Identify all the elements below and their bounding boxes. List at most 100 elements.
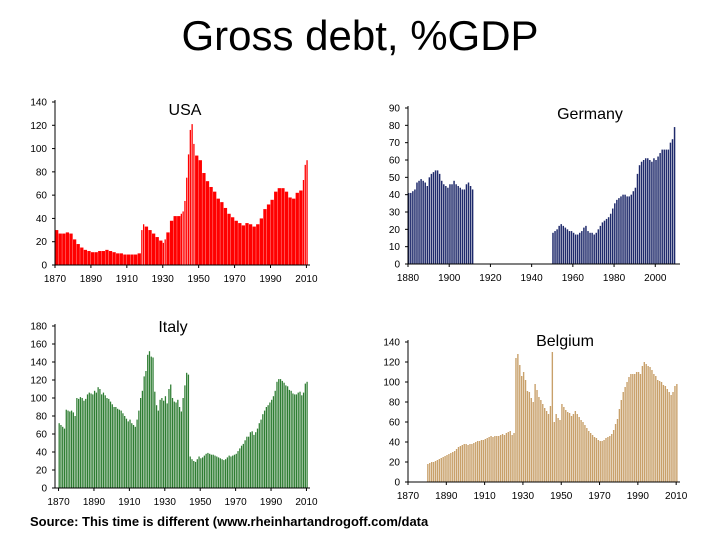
bar-1930 [162, 242, 165, 265]
bar-1976 [245, 223, 249, 265]
bar-1904 [457, 186, 459, 264]
bar-1936 [534, 384, 536, 482]
bar-1933 [528, 392, 531, 482]
bar-1959 [578, 417, 580, 482]
bar-1931 [166, 403, 168, 488]
bar-1970 [593, 234, 595, 264]
bar-1878 [69, 233, 73, 265]
bar-1946 [193, 461, 195, 488]
y-tick-label: 0 [394, 260, 400, 271]
x-tick-label: 1970 [223, 274, 246, 285]
bar-1894 [101, 394, 103, 488]
panel-title: Germany [557, 106, 623, 123]
bar-2000 [288, 197, 292, 265]
y-tick-label: 40 [36, 214, 48, 225]
bar-1897 [443, 184, 445, 264]
x-tick-label: 1990 [259, 274, 282, 285]
y-tick-label: 100 [30, 144, 47, 155]
bar-2000 [657, 380, 659, 482]
bar-1963 [579, 232, 581, 264]
x-tick-label: 1880 [397, 273, 420, 284]
x-tick-label: 1910 [116, 274, 139, 285]
bar-1954 [207, 452, 209, 488]
bar-1935 [532, 402, 534, 482]
bar-1973 [605, 438, 607, 482]
x-tick-label: 1950 [189, 497, 212, 508]
bar-1899 [447, 187, 449, 264]
bar-2005 [297, 392, 299, 488]
bar-1885 [418, 180, 420, 264]
y-tick-label: 80 [389, 398, 401, 409]
bar-1950 [198, 160, 202, 265]
y-tick-label: 120 [30, 376, 47, 387]
bar-1951 [201, 457, 204, 488]
bar-2010 [306, 160, 308, 265]
bar-1941 [182, 211, 184, 265]
bar-1944 [549, 406, 552, 482]
y-tick-label: 160 [30, 340, 47, 351]
bar-2009 [304, 164, 306, 265]
bar-1949 [198, 456, 200, 488]
bar-1921 [148, 351, 151, 488]
x-tick-label: 1870 [44, 274, 67, 285]
bar-1918 [141, 230, 143, 265]
x-tick-label: 1970 [225, 497, 248, 508]
y-tick-label: 120 [30, 121, 47, 132]
bar-1899 [463, 444, 465, 482]
bar-1902 [115, 407, 117, 488]
bar-2000 [655, 160, 657, 264]
bar-1872 [58, 233, 62, 265]
bar-1985 [624, 194, 626, 264]
bar-1985 [262, 414, 264, 488]
y-tick-label: 80 [36, 412, 48, 423]
bar-1952 [202, 173, 206, 265]
bar-1956 [564, 227, 567, 264]
bar-1885 [436, 460, 439, 482]
bar-1892 [94, 252, 98, 265]
bar-1883 [81, 398, 83, 488]
bar-2004 [295, 192, 299, 265]
bar-1975 [244, 440, 246, 488]
bar-1996 [281, 188, 285, 265]
bar-1874 [65, 409, 67, 488]
bar-2004 [664, 386, 667, 482]
bar-1955 [562, 225, 565, 264]
bar-1968 [230, 217, 235, 265]
bar-1911 [486, 438, 488, 482]
bar-1918 [499, 435, 502, 482]
bar-1943 [547, 414, 550, 482]
bar-1898 [445, 186, 447, 264]
bar-1996 [647, 158, 649, 264]
bar-1979 [612, 208, 614, 264]
bar-1870 [55, 230, 59, 265]
bar-1919 [142, 224, 145, 265]
bar-1953 [558, 225, 560, 264]
bar-1889 [92, 394, 94, 488]
bar-2008 [672, 392, 674, 482]
bar-2003 [662, 385, 665, 482]
bar-1920 [503, 435, 506, 482]
bar-1962 [220, 202, 224, 265]
bar-1982 [622, 392, 624, 482]
bar-1902 [453, 180, 455, 264]
bar-1927 [517, 354, 519, 482]
y-tick-label: 20 [36, 237, 48, 248]
x-tick-label: 1990 [260, 497, 283, 508]
bar-1994 [642, 160, 645, 264]
bar-1966 [585, 225, 587, 264]
bar-1974 [242, 443, 244, 488]
bar-1910 [126, 254, 131, 265]
bar-1967 [230, 456, 232, 488]
bar-1984 [622, 194, 624, 264]
bar-1920 [144, 226, 149, 265]
y-tick-label: 60 [389, 156, 401, 167]
bar-1889 [444, 456, 446, 482]
bar-1916 [496, 436, 498, 482]
bar-1873 [63, 428, 66, 488]
bar-1926 [515, 358, 517, 482]
y-tick-label: 0 [41, 261, 47, 272]
bar-1993 [640, 161, 643, 264]
bar-1896 [101, 251, 105, 265]
bar-1991 [639, 374, 642, 482]
bar-1960 [217, 457, 220, 488]
